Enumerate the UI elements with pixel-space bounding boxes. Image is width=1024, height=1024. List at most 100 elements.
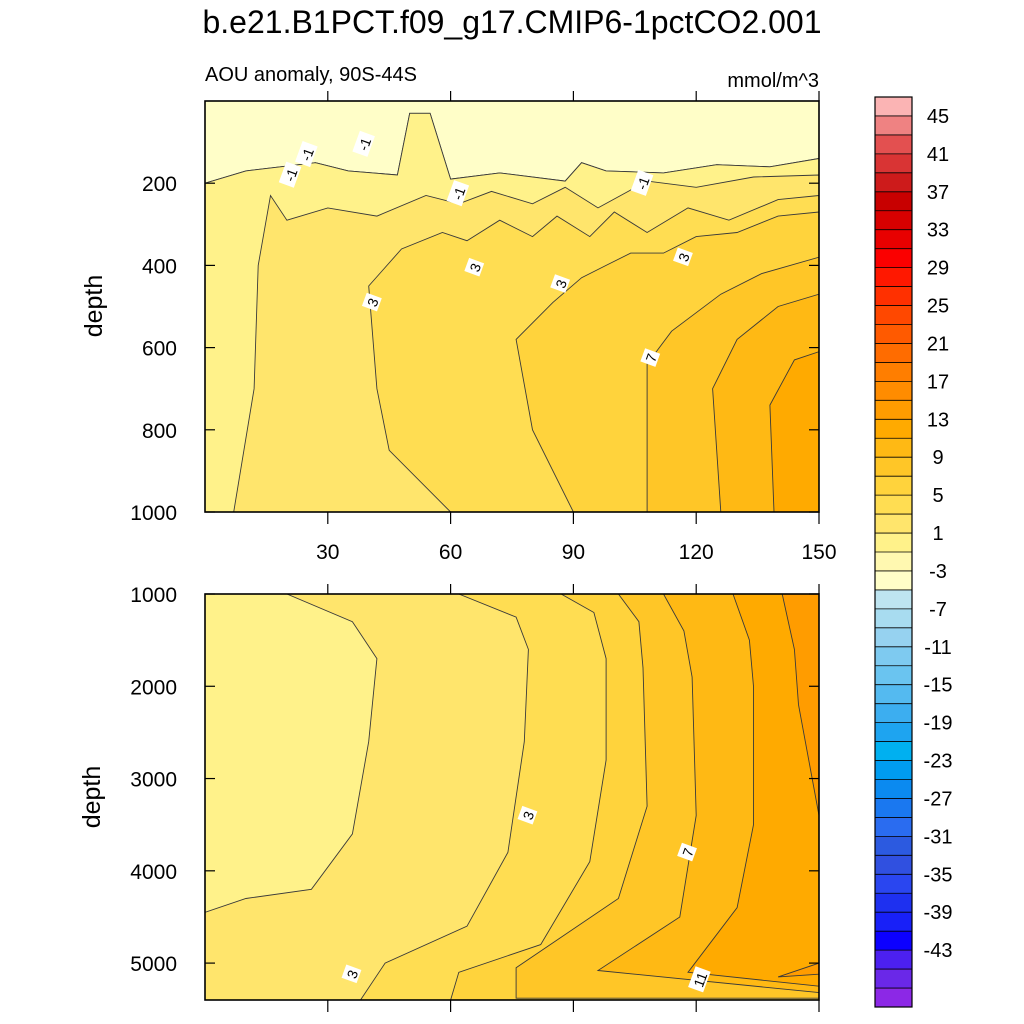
- colorbar-swatch: [875, 722, 912, 742]
- upper-y-axis-label: depth: [80, 275, 108, 338]
- colorbar-swatch: [875, 552, 912, 572]
- colorbar-swatch: [875, 267, 912, 287]
- colorbar-swatch: [875, 684, 912, 705]
- lower-y-tick-label: 5000: [130, 953, 177, 976]
- colorbar-swatch: [875, 495, 912, 515]
- lower-y-tick-label: 3000: [130, 769, 177, 792]
- upper-contour-fields: -1 -1 -1 -1 -1 3 3 3 3 7: [205, 101, 819, 512]
- colorbar-label: 37: [927, 182, 949, 204]
- colorbar-swatch: [875, 172, 912, 193]
- contour-label-bg: [464, 257, 485, 277]
- contour-label-bg: [640, 348, 661, 367]
- upper-y-tick-label: 400: [142, 255, 177, 278]
- colorbar-swatch: [875, 931, 912, 951]
- colorbar-swatch: [875, 855, 912, 875]
- colorbar-swatch: [875, 305, 912, 325]
- colorbar-label: 13: [927, 409, 949, 431]
- colorbar-swatch: [875, 646, 912, 667]
- contour-label-bg: [341, 964, 362, 984]
- colorbar-label: 17: [927, 371, 949, 393]
- x-tick-label: 30: [316, 541, 339, 564]
- upper-y-tick-label: 600: [142, 338, 177, 361]
- colorbar-swatch: [875, 419, 912, 439]
- colorbar-swatch: [875, 798, 912, 818]
- colorbar-swatch: [875, 191, 912, 212]
- colorbar-swatch: [875, 115, 912, 136]
- colorbar-swatch: [875, 570, 912, 591]
- colorbar-swatch: [875, 438, 912, 458]
- contour-label-bg: [295, 140, 318, 168]
- colorbar-swatch: [875, 533, 912, 553]
- lower-plot-frame: [204, 593, 820, 1001]
- upper-y-tick-label: 800: [142, 420, 177, 443]
- colorbar-label: -3: [929, 561, 947, 583]
- colorbar-swatch: [875, 817, 912, 837]
- colorbar-label: 21: [927, 333, 949, 355]
- axes: 200 400 600 800 1000 1000 2000 3000 4000 5000 30 60…: [130, 91, 837, 1012]
- colorbar-label: 29: [927, 258, 949, 280]
- contour-label-text: 11: [690, 970, 710, 989]
- lower-contour-label: 3: [517, 805, 538, 825]
- lower-contour-label: 11: [688, 966, 711, 993]
- contour-label-text: -1: [355, 135, 374, 152]
- colorbar-swatch: [875, 97, 912, 117]
- colorbar-label: -19: [924, 713, 953, 735]
- upper-contour-label: 3: [464, 257, 485, 277]
- colorbar-swatch: [875, 343, 912, 363]
- colorbar-swatch: [875, 608, 912, 629]
- colorbar-label: -39: [924, 902, 953, 924]
- colorbar-label: 25: [927, 296, 949, 318]
- lower-y-tick-label: 1000: [130, 584, 177, 607]
- colorbar-swatch: [875, 950, 912, 970]
- colorbar-swatch: [875, 874, 912, 894]
- colorbar-swatch: [875, 969, 912, 989]
- upper-contour-label: 3: [361, 292, 382, 312]
- colorbar-label: -31: [924, 826, 953, 848]
- panel-label: AOU anomaly, 90S-44S: [205, 64, 417, 86]
- x-tick-label: 120: [679, 541, 714, 564]
- colorbar-swatch: [875, 229, 912, 250]
- upper-contour-label: -1: [278, 161, 302, 188]
- upper-contour-label: -1: [352, 130, 375, 157]
- upper-y-tick-label: 200: [142, 173, 177, 196]
- colorbar-swatch: [875, 210, 912, 231]
- colorbar-swatch: [875, 457, 912, 477]
- contour-label-bg: [677, 842, 697, 862]
- colorbar: 45 41 37 33 29 25 21 17 13 9 5 1 -3 -7 -11 -15 -19 -23 -27…: [874, 96, 953, 1008]
- colorbar-label: -11: [924, 637, 951, 659]
- figure-title: b.e21.B1PCT.f09_g17.CMIP6-1pctCO2.001: [202, 4, 822, 40]
- colorbar-label: -15: [924, 675, 953, 697]
- colorbar-label: 33: [927, 220, 949, 242]
- upper-plot-frame: [204, 100, 820, 513]
- colorbar-swatch: [875, 760, 912, 780]
- upper-contour-label: -1: [446, 180, 470, 207]
- contour-label-bg: [550, 274, 571, 293]
- colorbar-swatch: [875, 665, 912, 686]
- x-tick-label: 150: [801, 541, 836, 564]
- colorbar-swatch: [875, 988, 912, 1008]
- contour-label-bg: [673, 247, 693, 267]
- upper-y-tick-label: 1000: [130, 502, 177, 525]
- lower-contour-fields: 3 7 3 11: [205, 594, 819, 1000]
- upper-contour-label: 3: [673, 247, 693, 267]
- contour-label-bg: [352, 130, 375, 157]
- colorbar-swatch: [875, 741, 912, 761]
- colorbar-label: 9: [932, 447, 943, 469]
- colorbar-label: 5: [932, 485, 943, 507]
- upper-contour-label: 3: [550, 274, 571, 293]
- units-label: mmol/m^3: [727, 70, 819, 92]
- colorbar-swatch: [875, 779, 912, 799]
- colorbar-swatch: [875, 893, 912, 913]
- contour-label-bg: [278, 161, 302, 188]
- colorbar-label: 41: [927, 144, 949, 166]
- lower-y-tick-label: 4000: [130, 861, 177, 884]
- lower-y-tick-label: 2000: [130, 676, 177, 699]
- lower-contour-field-15: [777, 594, 819, 978]
- colorbar-swatch: [875, 286, 912, 306]
- colorbar-label: 1: [932, 523, 943, 545]
- colorbar-label: -23: [924, 751, 953, 773]
- colorbar-swatch: [875, 912, 912, 932]
- contour-label-bg: [630, 169, 654, 196]
- contour-label-bg: [688, 966, 711, 993]
- colorbar-swatch: [875, 589, 912, 610]
